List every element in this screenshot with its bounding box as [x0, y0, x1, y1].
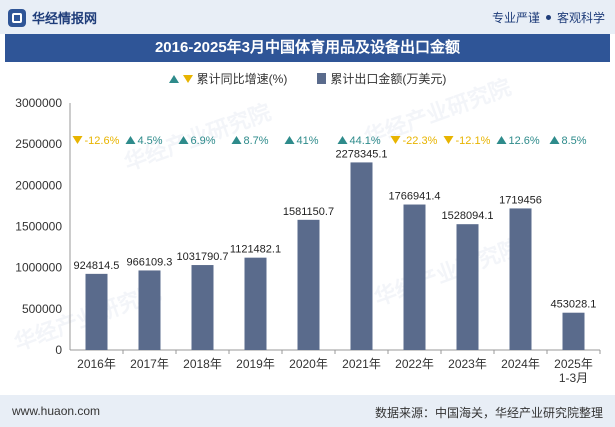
tagline-left: 专业严谨	[491, 11, 540, 25]
x-tick-label: 2019年	[236, 357, 275, 371]
top-header-bar: 华经情报网 专业严谨 客观科学	[0, 0, 615, 34]
growth-up-marker	[178, 136, 189, 144]
chart-legend: 累计同比增速(%) 累计出口金额(万美元)	[0, 70, 615, 87]
x-tick-label: 2018年	[183, 357, 222, 371]
bar-value-label: 1719456	[499, 194, 542, 206]
bar-value-label: 966109.3	[127, 256, 173, 268]
legend-item-amount: 累计出口金额(万美元)	[317, 70, 446, 87]
growth-value-label: 8.5%	[562, 135, 587, 147]
growth-value-label: 41%	[297, 135, 319, 147]
growth-up-marker	[549, 136, 560, 144]
bar	[350, 162, 373, 350]
growth-up-marker	[496, 136, 507, 144]
x-tick-label: 2016年	[77, 357, 116, 371]
bar	[562, 312, 585, 350]
legend-item-growth: 累计同比增速(%)	[168, 70, 288, 87]
growth-value-label: 44.1%	[350, 135, 381, 147]
bar	[138, 270, 161, 350]
growth-value-label: -12.6%	[85, 135, 120, 147]
tagline: 专业严谨 客观科学	[492, 9, 605, 26]
x-tick-label: 2020年	[289, 357, 328, 371]
bar	[509, 208, 532, 350]
y-tick-label: 1500000	[15, 220, 62, 234]
y-tick-label: 2500000	[15, 137, 62, 151]
legend-amount-label: 累计出口金额(万美元)	[330, 72, 447, 86]
bar-value-label: 2278345.1	[336, 148, 388, 160]
bar	[85, 273, 108, 350]
bar	[191, 265, 214, 350]
bar-value-label: 453028.1	[551, 299, 597, 311]
x-tick-label: 2022年	[395, 357, 434, 371]
x-tick-label: 2021年	[342, 357, 381, 371]
bar	[403, 204, 426, 350]
bar-value-label: 1528094.1	[442, 210, 494, 222]
bar-value-label: 1581150.7	[283, 206, 334, 218]
brand[interactable]: 华经情报网	[8, 8, 97, 27]
growth-down-marker	[443, 136, 454, 144]
y-tick-label: 1000000	[15, 261, 62, 275]
tagline-right: 客观科学	[556, 11, 605, 25]
x-tick-label: 2024年	[501, 357, 540, 371]
growth-up-marker	[337, 136, 348, 144]
x-tick-label: 2025年	[554, 357, 593, 371]
bar-value-label: 1121482.1	[230, 244, 281, 256]
bar-value-label: 924814.5	[74, 260, 120, 272]
footer-bar: www.huaon.com 数据来源：中国海关，华经产业研究院整理	[0, 395, 615, 427]
y-tick-label: 3000000	[15, 96, 62, 110]
growth-up-marker	[284, 136, 295, 144]
growth-value-label: 6.9%	[191, 135, 216, 147]
separator-dot-icon	[545, 15, 551, 20]
data-source: 数据来源：中国海关，华经产业研究院整理	[374, 406, 603, 420]
bar	[456, 224, 479, 350]
x-tick-label: 2017年	[130, 357, 169, 371]
growth-value-label: 8.7%	[244, 135, 269, 147]
y-tick-label: 0	[55, 343, 62, 357]
growth-value-label: -12.1%	[456, 135, 491, 147]
triangle-up-icon	[168, 74, 179, 83]
growth-value-label: 12.6%	[509, 135, 540, 147]
y-tick-label: 2000000	[15, 178, 62, 192]
growth-down-marker	[390, 136, 401, 144]
bar	[297, 219, 320, 350]
bar-value-label: 1766941.4	[389, 191, 441, 203]
y-tick-label: 500000	[22, 302, 62, 316]
triangle-down-icon	[182, 74, 193, 83]
bar-value-label: 1031790.7	[177, 251, 229, 263]
x-tick-label: 2023年	[448, 357, 487, 371]
x-tick-label: 1-3月	[559, 371, 588, 385]
brand-name: 华经情报网	[32, 11, 98, 26]
growth-up-marker	[125, 136, 136, 144]
bar	[244, 257, 267, 350]
logo-icon	[8, 8, 26, 27]
growth-up-marker	[231, 136, 242, 144]
chart-title: 2016-2025年3月中国体育用品及设备出口金额	[5, 34, 610, 62]
growth-down-marker	[72, 136, 83, 144]
site-link[interactable]: www.huaon.com	[12, 404, 101, 418]
growth-value-label: 4.5%	[138, 135, 163, 147]
legend-growth-label: 累计同比增速(%)	[196, 72, 288, 86]
growth-value-label: -22.3%	[403, 135, 438, 147]
bar-swatch-icon	[317, 73, 327, 84]
